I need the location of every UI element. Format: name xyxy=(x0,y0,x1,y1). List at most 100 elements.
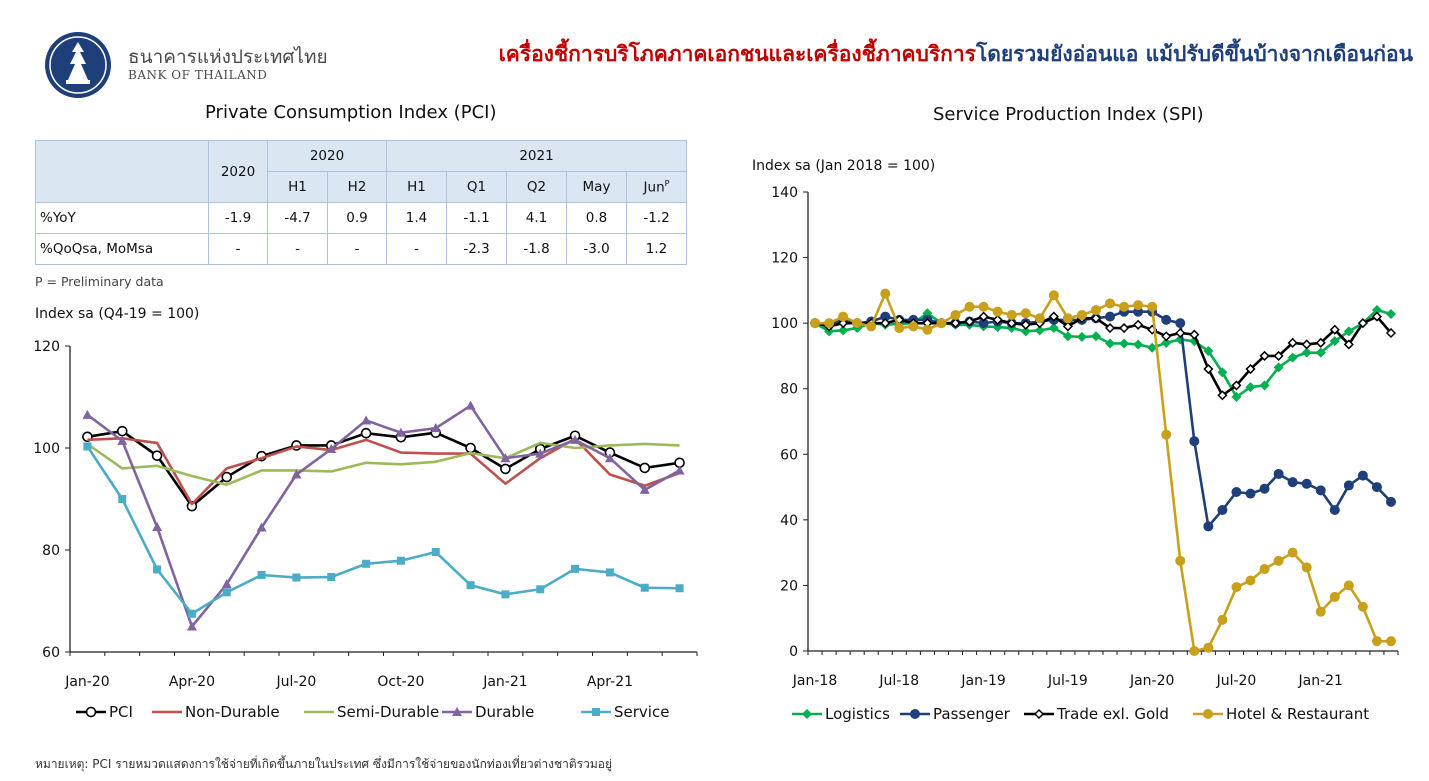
pci-title: Private Consumption Index (PCI) xyxy=(205,102,497,123)
spi-data-point xyxy=(1385,636,1396,647)
pci-y-tick-label: 120 xyxy=(33,339,60,355)
page-headline: เครื่องชี้การบริโภคภาคเอกชนและเครื่องชี้… xyxy=(499,38,1413,71)
spi-data-point xyxy=(964,316,975,327)
pci-data-point xyxy=(500,463,511,475)
pci-data-point xyxy=(187,609,196,618)
spi-data-point xyxy=(1006,318,1017,329)
spi-data-point xyxy=(1203,346,1214,357)
spi-data-point xyxy=(1273,555,1284,566)
spi-data-point xyxy=(964,301,975,312)
pci-y-axis-label: Index sa (Q4-19 = 100) xyxy=(35,306,199,322)
spi-data-point xyxy=(810,318,821,329)
table-header-jun: Jun xyxy=(643,179,665,196)
pci-x-tick-label: Apr-21 xyxy=(587,674,633,690)
spi-data-point xyxy=(1329,505,1340,516)
table-cell: -3.0 xyxy=(566,233,627,265)
pci-data-point xyxy=(291,469,302,479)
spi-data-point xyxy=(1161,337,1172,348)
pci-data-point xyxy=(292,573,301,582)
spi-data-point xyxy=(1062,321,1073,332)
spi-data-point xyxy=(1105,311,1116,322)
table-cell: -1.8 xyxy=(506,233,567,265)
spi-data-point xyxy=(1385,308,1396,319)
pci-data-point xyxy=(257,570,266,579)
pci-y-tick-label: 80 xyxy=(42,543,60,559)
spi-data-point xyxy=(1371,311,1382,322)
spi-data-point xyxy=(1133,339,1144,350)
pci-series-line xyxy=(86,441,680,487)
pci-data-point xyxy=(674,465,685,475)
spi-legend-marker xyxy=(802,709,812,719)
table-subheader-row: H1 H2 H1 Q1 Q2 May JunP xyxy=(36,171,687,203)
footnote: หมายเหตุ: PCI รายหมวดแสดงการใช้จ่ายที่เก… xyxy=(35,757,612,771)
pci-legend-label: Semi-Durable xyxy=(337,703,439,721)
spi-data-point xyxy=(1343,326,1354,337)
spi-data-point xyxy=(880,318,891,329)
pci-legend-label: Durable xyxy=(475,703,534,721)
spi-data-point xyxy=(852,318,863,329)
table-cell: - xyxy=(267,233,328,265)
spi-data-point xyxy=(992,306,1003,317)
spi-data-point xyxy=(1105,298,1116,309)
spi-data-point xyxy=(1231,391,1242,402)
pci-data-point xyxy=(639,462,651,474)
pci-data-point xyxy=(221,471,233,483)
spi-y-tick-label: 140 xyxy=(771,185,798,201)
spi-data-point xyxy=(880,311,891,322)
spi-y-tick-label: 0 xyxy=(789,644,798,660)
spi-data-point xyxy=(1203,521,1214,532)
spi-data-point xyxy=(1161,314,1172,325)
pci-series-line xyxy=(87,437,681,506)
pci-data-point xyxy=(360,427,372,439)
pci-data-point xyxy=(571,564,580,573)
pci-data-point xyxy=(362,559,371,568)
row-label-qoq: %QoQsa, MoMsa xyxy=(35,233,209,265)
preliminary-marker: P xyxy=(664,178,670,188)
pci-x-tick-label: Jul-20 xyxy=(276,674,317,690)
spi-data-point xyxy=(1105,338,1116,349)
spi-data-point xyxy=(838,311,849,322)
spi-data-point xyxy=(922,324,933,335)
table-header-col: Q1 xyxy=(446,171,507,203)
pci-data-point xyxy=(605,568,614,577)
spi-y-tick-label: 80 xyxy=(780,382,798,398)
spi-data-point xyxy=(1076,309,1087,320)
spi-data-point xyxy=(1245,575,1256,586)
pci-x-tick-label: Oct-20 xyxy=(377,674,424,690)
spi-data-point xyxy=(1245,488,1256,499)
spi-data-point xyxy=(1315,347,1326,358)
spi-data-point xyxy=(1189,436,1200,447)
spi-data-point xyxy=(1329,336,1340,347)
pci-data-point xyxy=(466,581,475,590)
spi-data-point xyxy=(1062,313,1073,324)
spi-data-point xyxy=(1048,290,1059,301)
spi-data-point xyxy=(1259,380,1270,391)
spi-data-point xyxy=(1315,606,1326,617)
org-name-thai: ธนาคารแห่งประเทศไทย xyxy=(128,46,328,68)
pci-data-point xyxy=(326,444,337,454)
spi-data-point xyxy=(1175,318,1186,329)
pci-series-service xyxy=(83,442,684,618)
spi-data-point xyxy=(1357,601,1368,612)
spi-y-tick-label: 120 xyxy=(771,251,798,267)
spi-data-point xyxy=(1273,362,1284,373)
pci-data-point xyxy=(256,522,267,532)
spi-data-point xyxy=(1217,367,1228,378)
spi-data-point xyxy=(992,314,1003,325)
spi-data-point xyxy=(1119,323,1130,334)
spi-data-point xyxy=(908,321,919,332)
spi-data-point xyxy=(1090,313,1102,324)
spi-data-point xyxy=(1119,301,1130,312)
pci-data-point xyxy=(501,590,510,599)
spi-data-point xyxy=(1203,363,1214,375)
bank-of-thailand-logo xyxy=(45,32,111,98)
spi-data-point xyxy=(1231,582,1242,593)
spi-data-point xyxy=(1259,350,1270,361)
spi-data-point xyxy=(1217,390,1228,401)
pci-y-tick-label: 100 xyxy=(33,441,60,457)
spi-data-point xyxy=(1343,580,1354,591)
spi-data-point xyxy=(1343,480,1354,491)
spi-data-point xyxy=(978,318,989,329)
pci-legend-marker xyxy=(85,706,97,718)
